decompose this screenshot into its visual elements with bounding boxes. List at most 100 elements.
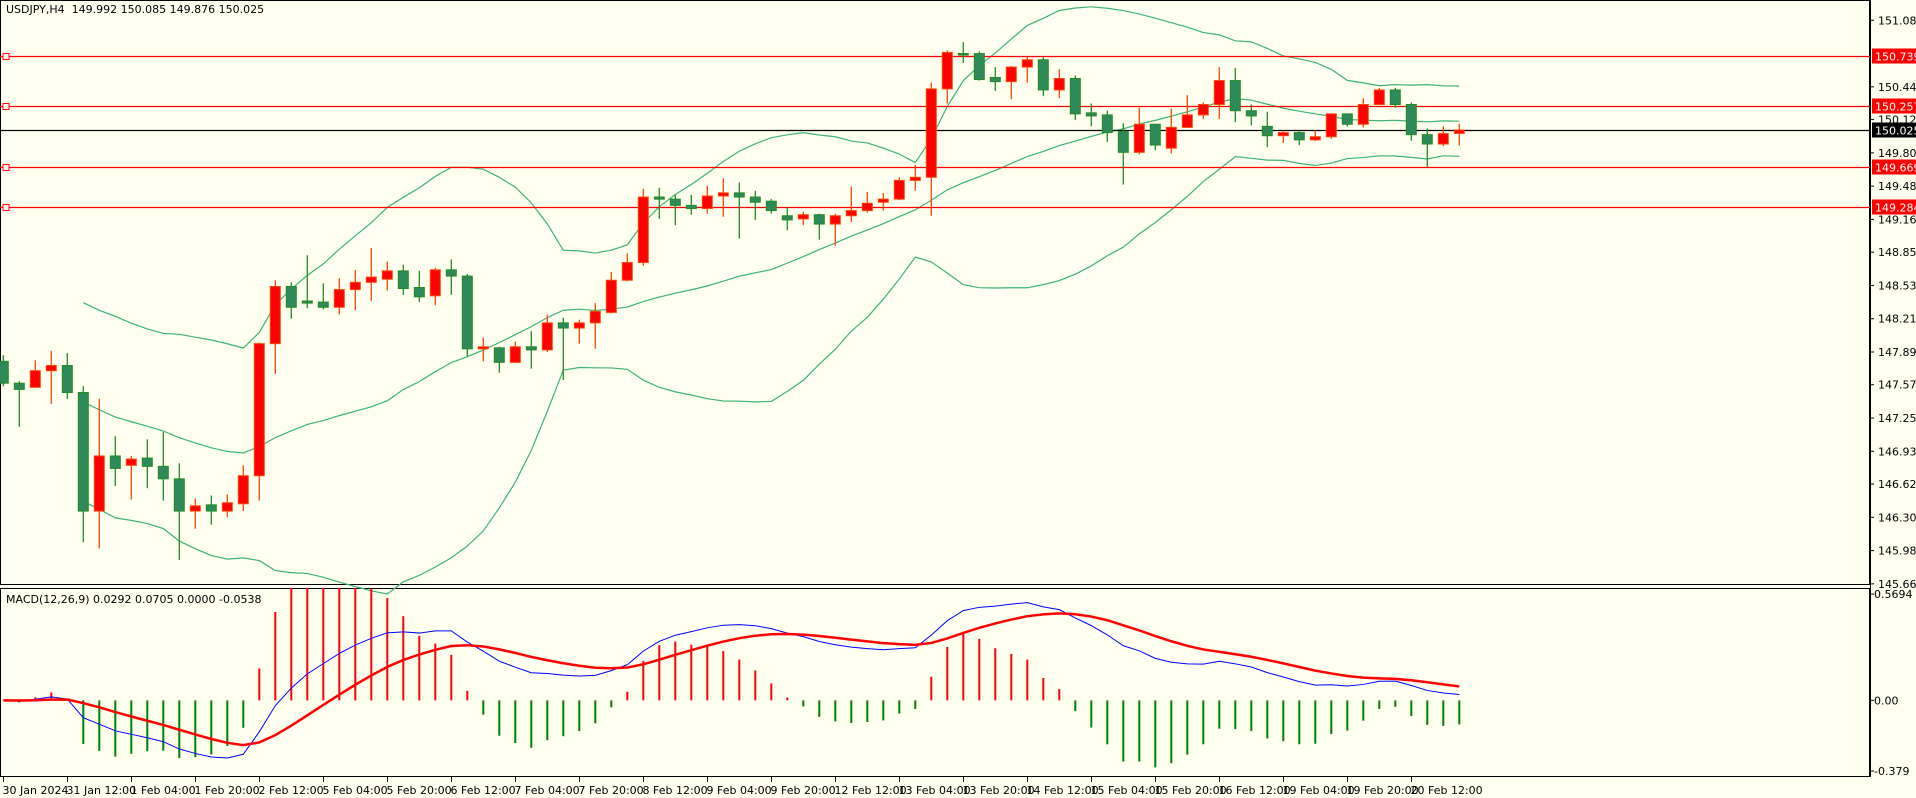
candle-bullish (541, 322, 553, 351)
candle-bullish (1453, 129, 1465, 134)
macd-tick-label: -0.379 (1874, 765, 1909, 778)
candle-bearish (1037, 59, 1049, 91)
time-tick-label: 1 Feb 04:00 (131, 784, 196, 797)
candle-bullish (909, 176, 921, 181)
time-tick-label: 15 Feb 04:00 (1091, 784, 1163, 797)
bollinger-middle-band (83, 98, 1460, 454)
candle-bearish (173, 478, 185, 512)
candle-bearish (525, 346, 537, 351)
candle-bearish (141, 457, 153, 467)
price-tick-label: 148.850 (1878, 246, 1916, 259)
price-tick-label: 148.210 (1878, 313, 1916, 326)
price-tick-label: 149.485 (1878, 180, 1916, 193)
time-tick-label: 12 Feb 12:00 (835, 784, 907, 797)
time-tick-label: 16 Feb 12:00 (1219, 784, 1291, 797)
level-price-label: 149.669 (1875, 162, 1916, 175)
candle-bearish (1101, 114, 1113, 134)
candle-bearish (765, 200, 777, 212)
candle-bearish (13, 382, 25, 390)
candle-bearish (445, 269, 457, 277)
level-price-label: 149.284 (1875, 202, 1916, 215)
price-tick-label: 150.440 (1878, 81, 1916, 94)
current-price-label: 150.025 (1875, 125, 1916, 138)
candle-bullish (189, 505, 201, 512)
time-tick-label: 2 Feb 12:00 (259, 784, 324, 797)
time-tick-label: 9 Feb 20:00 (771, 784, 836, 797)
level-line-handle[interactable] (2, 164, 10, 171)
candle-bearish (1421, 134, 1433, 145)
time-tick-label: 13 Feb 04:00 (899, 784, 971, 797)
candle-bullish (701, 195, 713, 209)
candle-bearish (157, 465, 169, 480)
macd-header: MACD(12,26,9) 0.0292 0.0705 0.0000 -0.05… (6, 593, 262, 606)
candle-bearish (1085, 112, 1097, 117)
candle-bearish (557, 322, 569, 329)
time-tick-label: 19 Feb 04:00 (1283, 784, 1355, 797)
level-line-handle[interactable] (2, 53, 10, 60)
time-tick-label: 7 Feb 20:00 (579, 784, 644, 797)
candle-bullish (45, 364, 57, 372)
candle-bearish (1149, 123, 1161, 146)
candle-bearish (109, 455, 121, 469)
candle-bullish (829, 215, 841, 225)
signal-line (3, 612, 1460, 747)
candle-bullish (237, 475, 249, 505)
candle-bullish (1357, 104, 1369, 125)
candle-bullish (1133, 123, 1145, 153)
candle-bullish (605, 279, 617, 313)
candle-bullish (1309, 136, 1321, 141)
time-tick-label: 13 Feb 20:00 (963, 784, 1035, 797)
candle-bearish (1261, 125, 1273, 137)
price-tick-label: 146.935 (1878, 445, 1916, 458)
candle-bearish (1069, 78, 1081, 115)
candle-bearish (1405, 104, 1417, 136)
candle-bullish (1021, 59, 1033, 68)
chart-header: USDJPY,H4 149.992 150.085 149.876 150.02… (6, 3, 264, 16)
candle-bullish (717, 192, 729, 197)
macd-indicator: 0.5694 0.00 -0.379 (3, 588, 1913, 778)
candle-bullish (1325, 113, 1337, 138)
macd-tick-label: 0.00 (1874, 694, 1899, 707)
time-tick-label: 8 Feb 12:00 (643, 784, 708, 797)
level-price-label: 150.739 (1875, 51, 1916, 64)
candle-bullish (1005, 66, 1017, 83)
candle-bullish (29, 370, 41, 388)
current-price-tag (1872, 122, 1916, 138)
price-axis[interactable]: 151.080150.440150.125149.805149.485149.1… (1870, 0, 1916, 777)
candle-bullish (797, 214, 809, 220)
candle-bullish (365, 276, 377, 283)
candle-bullish (381, 270, 393, 280)
time-tick-label: 1 Feb 20:00 (195, 784, 260, 797)
candle-bullish (925, 88, 937, 178)
level-price-label: 150.257 (1875, 101, 1916, 114)
candle-bullish (253, 343, 265, 477)
candle-bullish (1213, 80, 1225, 106)
candle-bearish (781, 215, 793, 221)
time-tick-label: 5 Feb 04:00 (323, 784, 388, 797)
horizontal-levels[interactable]: 150.739 150.257 149.669 149.284 (0, 48, 1916, 215)
bollinger-lower-band (83, 155, 1460, 595)
price-tick-label: 149.165 (1878, 213, 1916, 226)
candle-bullish (845, 210, 857, 217)
candle-bearish (973, 53, 985, 81)
macd-tick-label: 0.5694 (1874, 588, 1913, 601)
candle-bullish (429, 269, 441, 297)
candle-bearish (413, 287, 425, 298)
candle-bearish (653, 196, 665, 200)
candle-bullish (1437, 133, 1449, 145)
candle-bullish (941, 52, 953, 90)
level-line-handle[interactable] (2, 103, 10, 110)
candle-bullish (349, 281, 361, 291)
ohlc-readout: 149.992 150.085 149.876 150.025 (71, 3, 265, 16)
candle-bullish (269, 285, 281, 345)
price-tick-label: 146.300 (1878, 511, 1916, 524)
candle-bearish (1229, 80, 1241, 112)
candle-bullish (1053, 78, 1065, 91)
candle-bullish (1197, 104, 1209, 116)
candle-bearish (1389, 89, 1401, 106)
candle-bullish (621, 262, 633, 281)
level-line-handle[interactable] (2, 204, 10, 211)
candle-bearish (61, 364, 73, 394)
